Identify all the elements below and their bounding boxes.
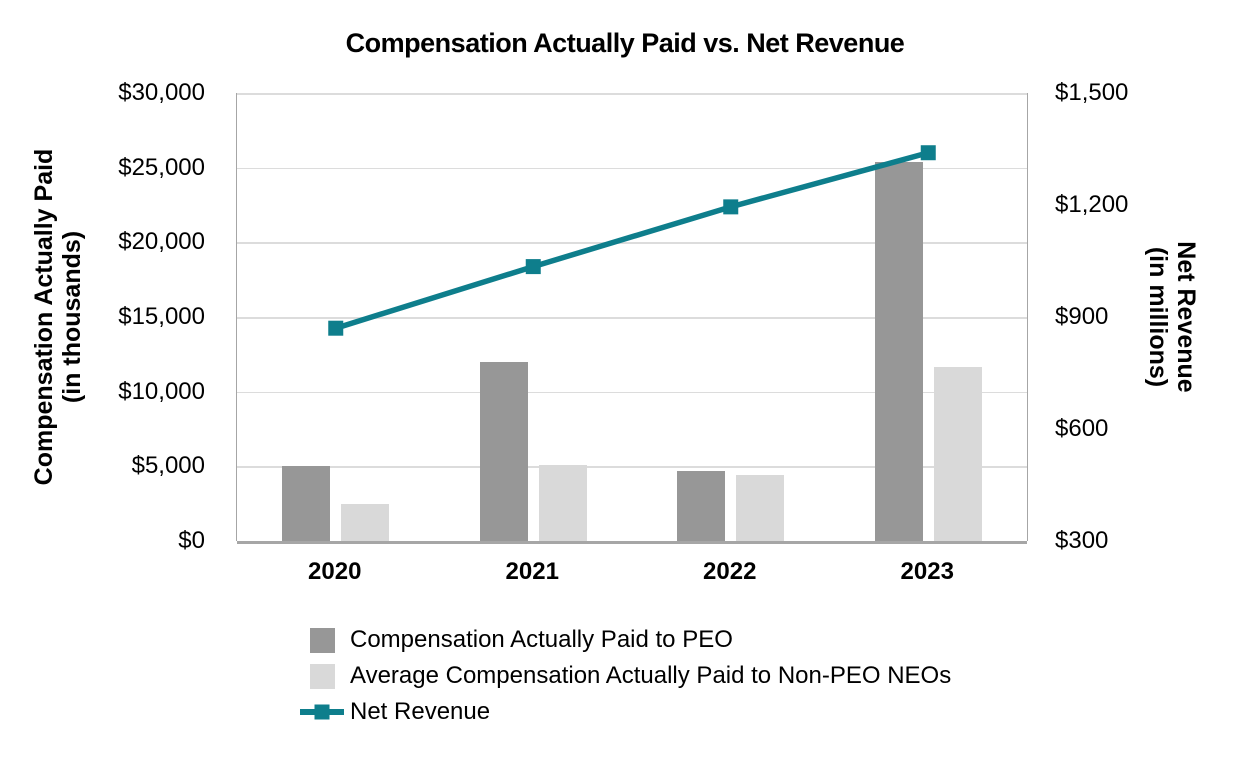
left-axis-tick-label: $30,000 (118, 79, 205, 106)
x-axis-label-2020: 2020 (308, 558, 362, 585)
legend-label: Compensation Actually Paid to PEO (350, 626, 733, 653)
right-axis-title-line1: Net Revenue (1172, 241, 1200, 393)
net-revenue-line (334, 150, 929, 331)
left-axis-tick-label: $5,000 (131, 452, 205, 480)
left-axis-tick-label: $25,000 (118, 153, 205, 181)
plot-area (236, 93, 1028, 544)
legend-swatch-icon (300, 627, 344, 653)
net-revenue-marker-2023 (920, 145, 936, 161)
x-axis-label-2022: 2022 (703, 558, 757, 585)
net-revenue-marker-2022 (723, 199, 739, 215)
right-axis-tick-label: $600 (1055, 415, 1109, 442)
net-revenue-line-series (328, 145, 936, 336)
gridline (237, 242, 1027, 244)
legend-item: Net Revenue (300, 694, 951, 730)
gridline (237, 466, 1027, 468)
gridline (237, 167, 1027, 170)
gridline (237, 391, 1027, 394)
peo-bar-2021 (479, 361, 528, 541)
legend-item: Average Compensation Actually Paid to No… (300, 658, 951, 694)
peo-bar-2020 (282, 466, 331, 541)
left-axis-tick-label: $10,000 (118, 377, 205, 405)
non-peo-bar-2023 (933, 367, 982, 541)
left-axis-tick-label: $15,000 (118, 303, 205, 330)
net-revenue-marker-2021 (525, 259, 541, 275)
non-peo-bar-2020 (341, 503, 390, 541)
gridline (237, 317, 1027, 319)
chart-title: Compensation Actually Paid vs. Net Reven… (345, 28, 905, 58)
right-axis-title: Net Revenue (in millions) (1144, 241, 1200, 392)
gridline (237, 93, 1027, 95)
right-axis-tick-label: $1,500 (1055, 79, 1129, 106)
legend-label: Net Revenue (350, 698, 491, 725)
x-axis-label-2021: 2021 (505, 558, 559, 585)
legend-item: Compensation Actually Paid to PEO (300, 622, 951, 658)
left-axis-tick-label: $0 (178, 527, 205, 554)
left-axis-title-line1: Compensation Actually Paid (30, 148, 58, 486)
x-axis-label-2023: 2023 (900, 558, 954, 585)
x-axis-line (237, 541, 1027, 544)
legend-line-marker-icon (300, 700, 344, 725)
net-revenue-marker-2020 (328, 320, 344, 336)
right-axis-tick-label: $900 (1055, 303, 1109, 330)
peo-bar-2022 (677, 470, 726, 541)
legend: Compensation Actually Paid to PEO Average… (300, 622, 951, 730)
legend-label: Average Compensation Actually Paid to No… (350, 662, 952, 689)
right-axis-title-line2: (in millions) (1144, 246, 1172, 388)
non-peo-bar-2022 (736, 475, 785, 541)
legend-swatch-icon (300, 663, 344, 689)
right-axis-tick-label: $300 (1055, 527, 1109, 554)
non-peo-bar-2021 (538, 464, 587, 541)
peo-bar-2023 (874, 161, 923, 541)
left-axis-tick-label: $20,000 (118, 228, 205, 256)
right-axis-tick-label: $1,200 (1055, 191, 1129, 218)
